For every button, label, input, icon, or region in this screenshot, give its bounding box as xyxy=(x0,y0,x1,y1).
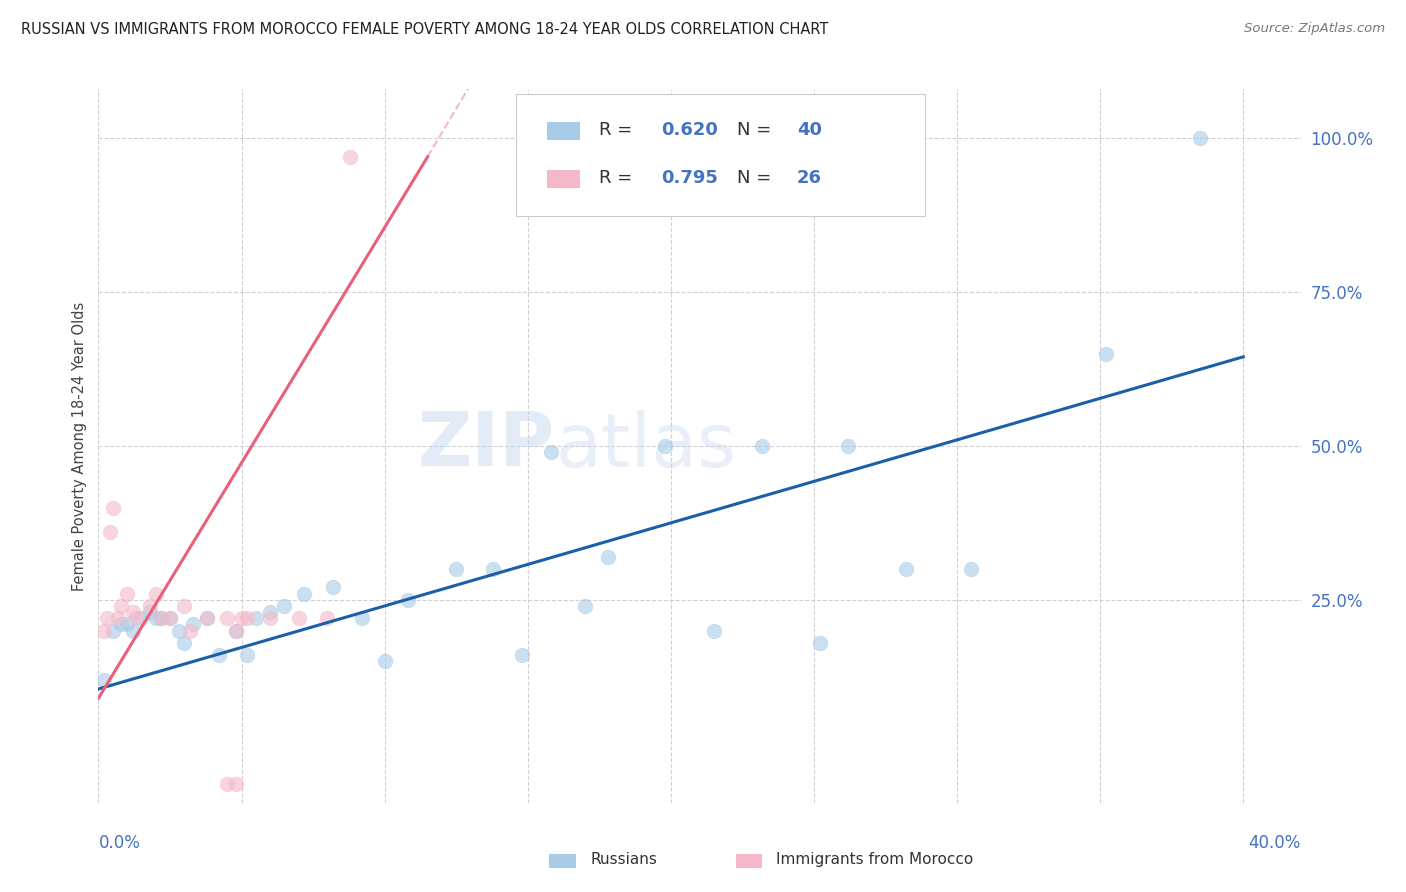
Text: atlas: atlas xyxy=(555,409,737,483)
Point xyxy=(894,562,917,576)
Y-axis label: Female Poverty Among 18-24 Year Olds: Female Poverty Among 18-24 Year Olds xyxy=(72,301,87,591)
Point xyxy=(510,648,533,662)
Point xyxy=(231,611,253,625)
Text: 0.795: 0.795 xyxy=(661,169,718,187)
Point xyxy=(654,439,676,453)
Text: Russians: Russians xyxy=(591,853,657,867)
Point xyxy=(236,648,259,662)
Point xyxy=(115,587,138,601)
Point xyxy=(208,648,231,662)
Point xyxy=(96,611,118,625)
Point xyxy=(596,549,619,564)
Point xyxy=(145,611,167,625)
Point xyxy=(751,439,773,453)
Point xyxy=(273,599,295,613)
Point xyxy=(225,624,247,638)
Point xyxy=(703,624,725,638)
Point xyxy=(259,605,281,619)
Text: 40: 40 xyxy=(797,121,823,139)
Point xyxy=(159,611,181,625)
Point xyxy=(101,624,124,638)
Point xyxy=(110,599,132,613)
Text: Source: ZipAtlas.com: Source: ZipAtlas.com xyxy=(1244,22,1385,36)
Point xyxy=(110,617,132,632)
Point xyxy=(1095,347,1118,361)
Point xyxy=(179,624,201,638)
Point xyxy=(960,562,983,576)
Bar xyxy=(547,170,581,188)
Point xyxy=(322,581,344,595)
Bar xyxy=(550,855,575,868)
Bar xyxy=(547,122,581,140)
Point xyxy=(808,636,831,650)
Point xyxy=(339,150,361,164)
Point xyxy=(574,599,596,613)
Point xyxy=(482,562,505,576)
Point xyxy=(217,611,239,625)
Point xyxy=(444,562,467,576)
Point xyxy=(225,777,247,791)
FancyBboxPatch shape xyxy=(516,95,925,216)
Point xyxy=(159,611,181,625)
Point xyxy=(121,624,143,638)
Bar xyxy=(735,855,762,868)
Point xyxy=(150,611,173,625)
Point xyxy=(195,611,218,625)
Point xyxy=(217,777,239,791)
Point xyxy=(93,673,115,687)
Text: N =: N = xyxy=(737,169,776,187)
Text: 40.0%: 40.0% xyxy=(1249,834,1301,852)
Text: 0.0%: 0.0% xyxy=(98,834,141,852)
Point xyxy=(173,636,195,650)
Text: R =: R = xyxy=(599,121,637,139)
Point xyxy=(124,611,146,625)
Text: N =: N = xyxy=(737,121,776,139)
Point xyxy=(131,611,153,625)
Point xyxy=(396,592,419,607)
Point xyxy=(101,500,124,515)
Point xyxy=(195,611,218,625)
Point xyxy=(181,617,204,632)
Text: 0.620: 0.620 xyxy=(661,121,718,139)
Point xyxy=(288,611,311,625)
Point xyxy=(115,617,138,632)
Point xyxy=(316,611,339,625)
Text: Immigrants from Morocco: Immigrants from Morocco xyxy=(776,853,974,867)
Point xyxy=(121,605,143,619)
Text: R =: R = xyxy=(599,169,637,187)
Point xyxy=(225,624,247,638)
Point xyxy=(139,599,162,613)
Point xyxy=(236,611,259,625)
Point xyxy=(259,611,281,625)
Text: ZIP: ZIP xyxy=(418,409,555,483)
Point xyxy=(145,587,167,601)
Point xyxy=(150,611,173,625)
Point xyxy=(540,445,562,459)
Point xyxy=(167,624,190,638)
Text: 26: 26 xyxy=(797,169,823,187)
Point xyxy=(837,439,859,453)
Point xyxy=(1189,131,1212,145)
Point xyxy=(374,654,396,668)
Point xyxy=(173,599,195,613)
Point xyxy=(107,611,129,625)
Point xyxy=(98,525,121,540)
Point xyxy=(93,624,115,638)
Point xyxy=(139,605,162,619)
Point xyxy=(245,611,267,625)
Text: RUSSIAN VS IMMIGRANTS FROM MOROCCO FEMALE POVERTY AMONG 18-24 YEAR OLDS CORRELAT: RUSSIAN VS IMMIGRANTS FROM MOROCCO FEMAL… xyxy=(21,22,828,37)
Point xyxy=(294,587,316,601)
Point xyxy=(350,611,373,625)
